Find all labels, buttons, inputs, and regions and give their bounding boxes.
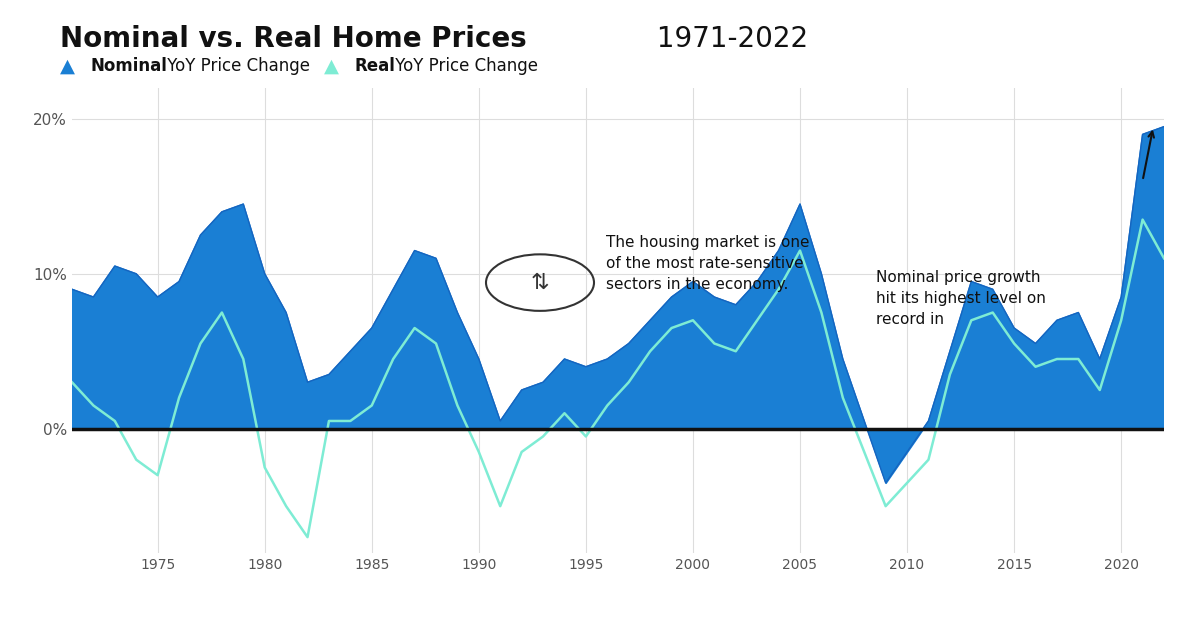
Text: The housing market is one
of the most rate-sensitive
sectors in the economy.: The housing market is one of the most ra… (606, 236, 810, 292)
Text: ▲: ▲ (60, 57, 74, 75)
Text: Real: Real (354, 57, 395, 75)
Text: Nominal: Nominal (90, 57, 167, 75)
Text: ⇅: ⇅ (530, 273, 550, 293)
Text: YoY Price Change: YoY Price Change (162, 57, 310, 75)
Text: Nominal vs. Real Home Prices: Nominal vs. Real Home Prices (60, 25, 527, 53)
Text: Nominal price growth
hit its highest level on
record in: Nominal price growth hit its highest lev… (876, 270, 1046, 327)
Text: YoY Price Change: YoY Price Change (390, 57, 538, 75)
Text: ▲: ▲ (324, 57, 340, 75)
Text: 1971-2022: 1971-2022 (648, 25, 808, 53)
